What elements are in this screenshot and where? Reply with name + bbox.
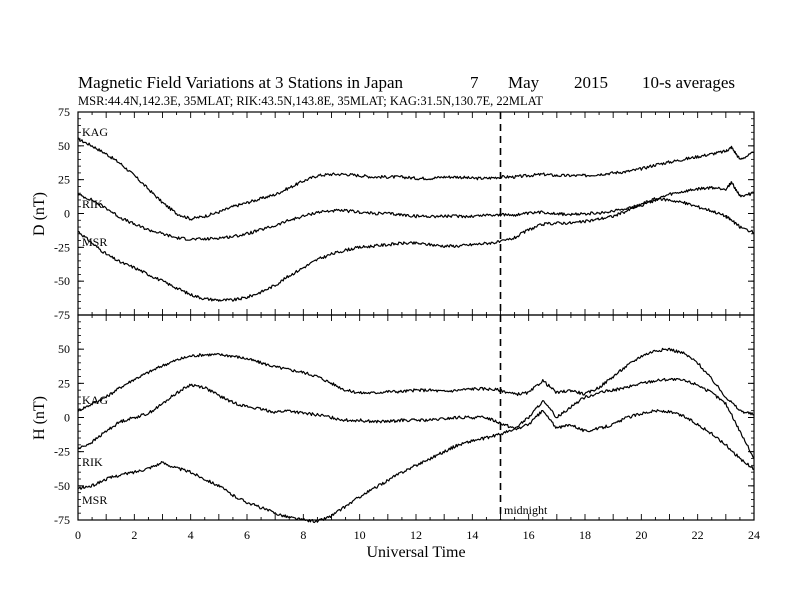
d-label-msr: MSR [82,235,107,249]
title-month: May [508,73,540,92]
y-tick-label: -75 [54,513,70,527]
chart-title: Magnetic Field Variations at 3 Stations … [78,73,404,92]
y-tick-label: -75 [54,308,70,322]
panel-d-frame [77,111,755,316]
x-tick-label: 12 [410,528,422,542]
series-line-rik [77,377,755,459]
title-year: 2015 [574,73,608,92]
panel-h: 50 25 0 -25 -50 -75 [54,314,755,527]
d-label-rik: RIK [82,197,103,211]
x-tick-label: 8 [300,528,306,542]
y-tick-label: 50 [58,139,70,153]
y-tick-label: 25 [58,173,70,187]
y-tick-label: 50 [58,342,70,356]
y-label-d: D (nT) [31,192,48,236]
y-tick-label: -50 [54,274,70,288]
series-line-rik [77,181,755,241]
title-averages: 10-s averages [642,73,735,92]
title-day: 7 [470,73,479,92]
series-line-kag [77,137,755,221]
panel-d: 75 50 25 0 -25 -50 -75 [54,105,755,322]
y-label-h: H (nT) [31,396,48,440]
d-label-kag: KAG [82,125,108,139]
x-axis-label: Universal Time [366,544,465,561]
y-tick-label: 25 [58,376,70,390]
y-tick-label: -25 [54,445,70,459]
x-tick-label: 2 [131,528,137,542]
panel-h-frame [77,314,755,521]
x-tick-label: 20 [635,528,647,542]
midnight-label: midnight [504,503,548,517]
x-tick-label: 16 [523,528,535,542]
x-tick-label: 14 [466,528,478,542]
x-tick-label: 22 [692,528,704,542]
x-tick-label: 24 [748,528,760,542]
x-tick-label: 10 [354,528,366,542]
x-tick-label: 0 [75,528,81,542]
y-tick-label: -25 [54,240,70,254]
series-line-kag [77,347,755,416]
h-label-rik: RIK [82,455,103,469]
station-subtitle: MSR:44.4N,142.3E, 35MLAT; RIK:43.5N,143.… [78,94,543,108]
series-line-msr [77,409,754,524]
x-tick-label: 4 [188,528,194,542]
y-tick-label: 0 [64,411,70,425]
x-tick-label: 6 [244,528,250,542]
y-tick-label: -50 [54,479,70,493]
h-label-msr: MSR [82,493,107,507]
series-line-msr [77,197,755,302]
x-tick-label: 18 [579,528,591,542]
y-tick-label: 75 [58,105,70,119]
x-axis: 0 2 4 6 8 10 12 14 16 18 20 22 24 [75,528,760,542]
h-label-kag: KAG [82,393,108,407]
y-tick-label: 0 [64,207,70,221]
